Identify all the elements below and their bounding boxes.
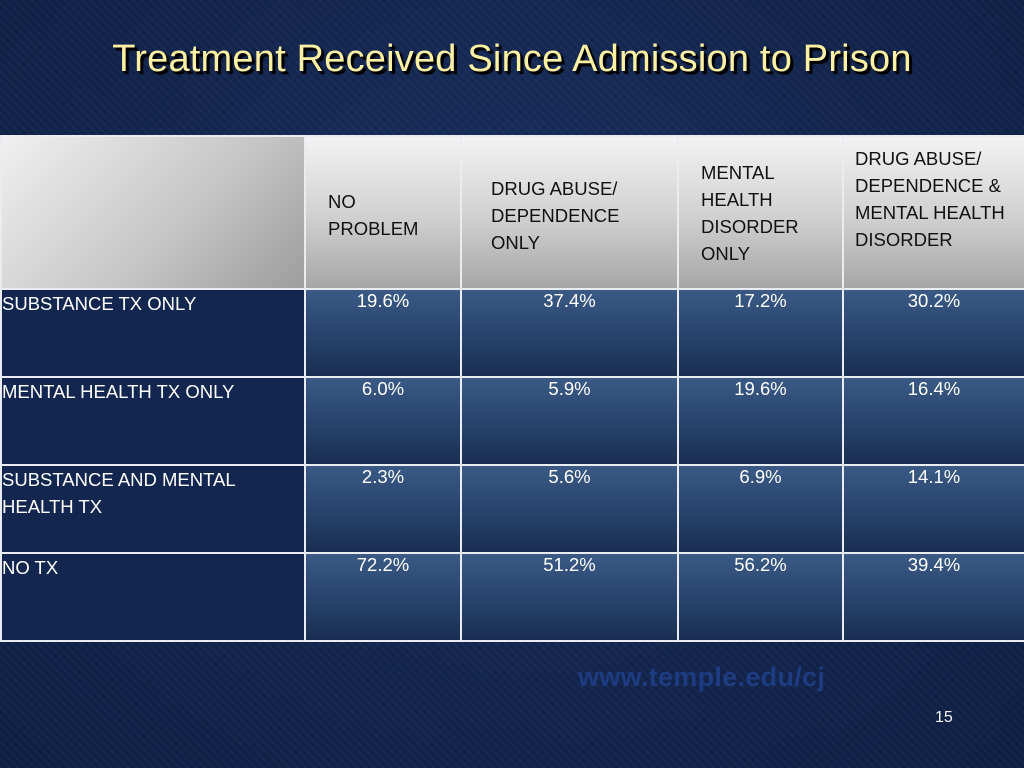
table-cell: 17.2% [677, 288, 844, 378]
table-cell: 56.2% [677, 552, 844, 642]
header-mental-health-only: MENTAL HEALTH DISORDER ONLY [677, 135, 844, 290]
table-cell: 37.4% [460, 288, 679, 378]
table-cell: 19.6% [677, 376, 844, 466]
row-label: MENTAL HEALTH TX ONLY [0, 376, 306, 466]
table-cell: 30.2% [842, 288, 1024, 378]
slide-title: Treatment Received Since Admission to Pr… [112, 38, 912, 80]
table-row: NO TX 72.2% 51.2% 56.2% 39.4% [0, 552, 1024, 642]
page-number: 15 [935, 709, 953, 726]
table-cell: 51.2% [460, 552, 679, 642]
table-cell: 6.9% [677, 464, 844, 554]
header-drug-abuse-only: DRUG ABUSE/ DEPENDENCE ONLY [460, 135, 679, 290]
row-label: SUBSTANCE TX ONLY [0, 288, 306, 378]
table-cell: 5.9% [460, 376, 679, 466]
row-label: SUBSTANCE AND MENTAL HEALTH TX [0, 464, 306, 554]
table-cell: 14.1% [842, 464, 1024, 554]
treatment-table: NO PROBLEM DRUG ABUSE/ DEPENDENCE ONLY M… [0, 135, 1024, 642]
table-header-row: NO PROBLEM DRUG ABUSE/ DEPENDENCE ONLY M… [0, 135, 1024, 290]
table-cell: 19.6% [304, 288, 462, 378]
table-cell: 16.4% [842, 376, 1024, 466]
table-cell: 39.4% [842, 552, 1024, 642]
table-cell: 6.0% [304, 376, 462, 466]
table-row: MENTAL HEALTH TX ONLY 6.0% 5.9% 19.6% 16… [0, 376, 1024, 466]
table-row: SUBSTANCE AND MENTAL HEALTH TX 2.3% 5.6%… [0, 464, 1024, 554]
row-label: NO TX [0, 552, 306, 642]
table-cell: 5.6% [460, 464, 679, 554]
header-corner-cell [0, 135, 306, 290]
header-no-problem: NO PROBLEM [304, 135, 462, 290]
table-cell: 2.3% [304, 464, 462, 554]
table-cell: 72.2% [304, 552, 462, 642]
website-url: www.temple.edu/cj [578, 662, 826, 692]
table-row: SUBSTANCE TX ONLY 19.6% 37.4% 17.2% 30.2… [0, 288, 1024, 378]
header-drug-and-mental-health: DRUG ABUSE/ DEPENDENCE & MENTAL HEALTH D… [842, 135, 1024, 290]
